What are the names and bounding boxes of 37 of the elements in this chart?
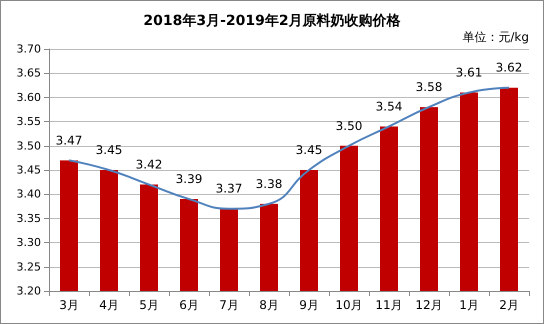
x-tick-label: 3月 (59, 298, 79, 312)
data-label: 3.61 (456, 66, 482, 80)
data-label: 3.45 (96, 143, 122, 157)
y-tick-label: 3.20 (16, 284, 41, 298)
x-tick-label: 6月 (179, 298, 199, 312)
data-label: 3.38 (256, 176, 282, 191)
y-tick-label: 3.30 (16, 236, 41, 250)
y-tick-label: 3.25 (16, 260, 41, 274)
y-tick-label: 3.45 (16, 164, 41, 176)
data-label: 3.54 (376, 99, 402, 114)
y-tick-label: 3.55 (16, 115, 41, 128)
y-tick-label: 3.40 (16, 188, 41, 201)
x-tick-label: 12月 (415, 298, 443, 312)
x-tick-label: 11月 (375, 298, 403, 312)
chart-title: 2018年3月-2019年2月原料奶收购价格 (143, 13, 402, 29)
text: 单位：元/kg (462, 30, 529, 44)
y-tick-label: 3.50 (16, 139, 41, 152)
x-tick-label: 10月 (335, 298, 363, 312)
x-tick-label: 8月 (259, 298, 279, 312)
y-tick-label: 3.70 (16, 42, 41, 56)
data-label: 3.47 (56, 133, 82, 148)
y-tick-label: 3.60 (16, 90, 41, 104)
data-label: 3.62 (496, 60, 522, 75)
data-label: 3.45 (296, 143, 322, 157)
data-label: 3.42 (136, 158, 162, 172)
data-label: 3.50 (336, 118, 362, 133)
x-tick-label: 4月 (99, 298, 119, 312)
x-tick-label: 5月 (139, 298, 159, 312)
x-tick-label: 7月 (219, 298, 239, 312)
y-tick-label: 3.35 (16, 212, 41, 225)
x-tick-label: 2月 (499, 298, 519, 312)
data-label: 3.39 (176, 172, 202, 186)
x-tick-label: 9月 (299, 298, 319, 312)
y-tick-label: 3.65 (16, 66, 41, 80)
data-label: 3.58 (416, 80, 442, 94)
data-label: 3.37 (216, 182, 242, 196)
x-tick-label: 1月 (459, 298, 479, 312)
